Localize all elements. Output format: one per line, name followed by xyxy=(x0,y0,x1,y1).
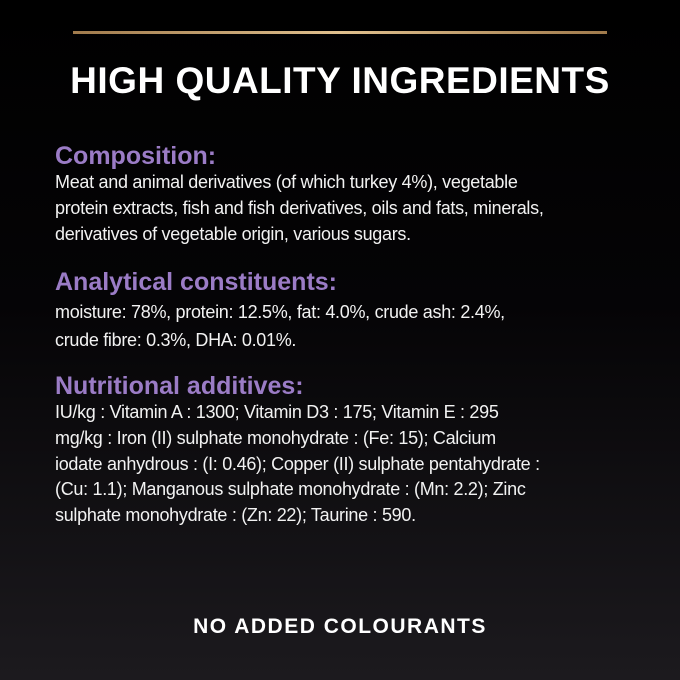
footer-claim: NO ADDED COLOURANTS xyxy=(193,615,487,638)
text-line: protein extracts, fish and fish derivati… xyxy=(55,197,544,218)
gold-divider xyxy=(73,31,607,34)
text-line: IU/kg : Vitamin A : 1300; Vitamin D3 : 1… xyxy=(55,402,499,422)
text-line: moisture: 78%, protein: 12.5%, fat: 4.0%… xyxy=(55,302,505,322)
nutritional-section: Nutritional additives: IU/kg : Vitamin A… xyxy=(55,372,655,529)
text-line: crude fibre: 0.3%, DHA: 0.01%. xyxy=(55,330,297,350)
text-line: sulphate monohydrate : (Zn: 22); Taurine… xyxy=(55,505,416,526)
analytical-text: moisture: 78%, protein: 12.5%, fat: 4.0%… xyxy=(55,298,655,354)
nutritional-text: IU/kg : Vitamin A : 1300; Vitamin D3 : 1… xyxy=(55,400,655,529)
page-title: HIGH QUALITY INGREDIENTS xyxy=(70,60,610,101)
text-line: iodate anhydrous : (I: 0.46); Copper (II… xyxy=(55,453,540,474)
composition-section: Composition: Meat and animal derivatives… xyxy=(55,142,655,247)
composition-heading: Composition: xyxy=(55,142,217,170)
text-line: mg/kg : Iron (II) sulphate monohydrate :… xyxy=(55,427,496,448)
text-line: derivatives of vegetable origin, various… xyxy=(55,223,411,244)
nutritional-heading: Nutritional additives: xyxy=(55,372,304,400)
text-line: Meat and animal derivatives (of which tu… xyxy=(55,172,518,192)
text-line: (Cu: 1.1); Manganous sulphate monohydrat… xyxy=(55,479,526,500)
analytical-heading: Analytical constituents: xyxy=(55,268,337,296)
analytical-section: Analytical constituents: moisture: 78%, … xyxy=(55,268,655,354)
composition-text: Meat and animal derivatives (of which tu… xyxy=(55,170,655,247)
